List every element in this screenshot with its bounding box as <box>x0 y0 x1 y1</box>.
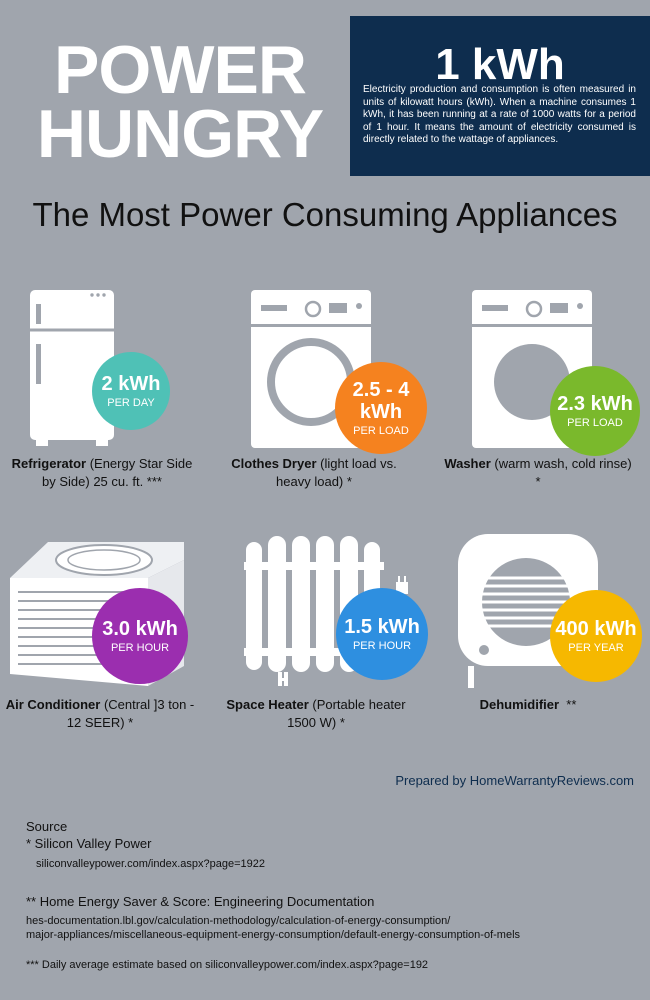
washer-desc: (warm wash, cold rinse) * <box>490 456 632 489</box>
space-heater-desc: (Portable heater 1500 W) * <box>287 697 406 730</box>
sources-section: Source * Silicon Valley Power siliconval… <box>26 818 636 972</box>
air-conditioner-caption: Air Conditioner (Central ]3 ton - 12 SEE… <box>2 696 198 732</box>
kwh-title: 1 kWh <box>435 40 565 89</box>
kwh-description: Electricity production and consumption i… <box>363 84 636 145</box>
air-conditioner-desc: (Central ]3 ton - 12 SEER) * <box>66 697 195 730</box>
space-heater-caption: Space Heater (Portable heater 1500 W) * <box>218 696 414 732</box>
clothes-dryer-value: 2.5 - 4 kWh <box>352 379 410 423</box>
dehumidifier-item: 400 kWh PER YEAR <box>458 534 642 695</box>
subtitle: The Most Power Consuming Appliances <box>32 196 618 233</box>
source-2-url-line2: major-appliances/miscellaneous-equipment… <box>26 929 521 941</box>
title-line-1: POWER <box>54 32 307 108</box>
air-conditioner-name: Air Conditioner <box>5 697 101 712</box>
washer-unit: PER LOAD <box>567 417 623 429</box>
space-heater-usage-badge: 1.5 kWh PER HOUR <box>336 588 428 680</box>
clothes-dryer-name: Clothes Dryer <box>231 456 317 471</box>
refrigerator-unit: PER DAY <box>107 397 155 409</box>
refrigerator-desc: (Energy Star Side by Side) 25 cu. ft. **… <box>42 456 193 489</box>
air-conditioner-unit: PER HOUR <box>110 642 170 654</box>
main-title: POWER HUNGRY <box>20 32 340 172</box>
clothes-dryer-item: 2.5 - 4 kWh PER LOAD <box>251 290 427 455</box>
clothes-dryer-caption: Clothes Dryer (light load vs. heavy load… <box>216 455 412 491</box>
washer-usage-badge: 2.3 kWh PER LOAD <box>550 366 640 456</box>
space-heater-name: Space Heater <box>226 697 309 712</box>
washer-value: 2.3 kWh <box>557 393 633 415</box>
refrigerator-name: Refrigerator <box>11 456 87 471</box>
air-conditioner-usage-badge: 3.0 kWh PER HOUR <box>92 588 188 684</box>
air-conditioner-value: 3.0 kWh <box>102 618 178 640</box>
washer-name: Washer <box>444 456 491 471</box>
dehumidifier-name: Dehumidifier <box>479 697 560 712</box>
refrigerator-caption: Refrigerator (Energy Star Side by Side) … <box>4 455 200 491</box>
clothes-dryer-desc: (light load vs. heavy load) * <box>276 456 397 489</box>
space-heater-unit: PER HOUR <box>352 640 412 652</box>
washer-item: 2.3 kWh PER LOAD <box>472 290 640 456</box>
clothes-dryer-usage-badge: 2.5 - 4 kWh PER LOAD <box>335 362 427 454</box>
source-2-title: ** Home Energy Saver & Score: Engineerin… <box>26 894 375 909</box>
source-1-url: siliconvalleypower.com/index.aspx?page=1… <box>36 858 266 870</box>
refrigerator-usage-badge: 2 kWh PER DAY <box>92 352 170 430</box>
source-1-title: * Silicon Valley Power <box>26 836 152 851</box>
title-line-2: HUNGRY <box>36 96 324 172</box>
dehumidifier-unit: PER YEAR <box>568 642 624 654</box>
space-heater-value: 1.5 kWh <box>344 616 420 638</box>
refrigerator-item: 2 kWh PER DAY <box>28 290 170 453</box>
air-conditioner-item: 3.0 kWh PER HOUR <box>8 538 188 693</box>
refrigerator-value: 2 kWh <box>101 373 161 395</box>
dehumidifier-value: 400 kWh <box>555 618 637 640</box>
clothes-dryer-unit: PER LOAD <box>353 425 409 437</box>
source-3: *** Daily average estimate based on sili… <box>26 959 429 971</box>
kwh-info-box: 1 kWh Electricity production and consump… <box>350 16 650 176</box>
dehumidifier-desc: ** <box>559 697 577 712</box>
dehumidifier-icon <box>458 534 598 688</box>
space-heater-item: 1.5 kWh PER HOUR <box>244 532 428 697</box>
prepared-by: Prepared by HomeWarrantyReviews.com <box>395 773 634 788</box>
sources-heading: Source <box>26 819 68 834</box>
dehumidifier-caption: Dehumidifier ** <box>430 696 626 714</box>
washer-caption: Washer (warm wash, cold rinse) * <box>440 455 636 491</box>
source-2-url-line1: hes-documentation.lbl.gov/calculation-me… <box>26 915 451 927</box>
dehumidifier-usage-badge: 400 kWh PER YEAR <box>550 590 642 682</box>
